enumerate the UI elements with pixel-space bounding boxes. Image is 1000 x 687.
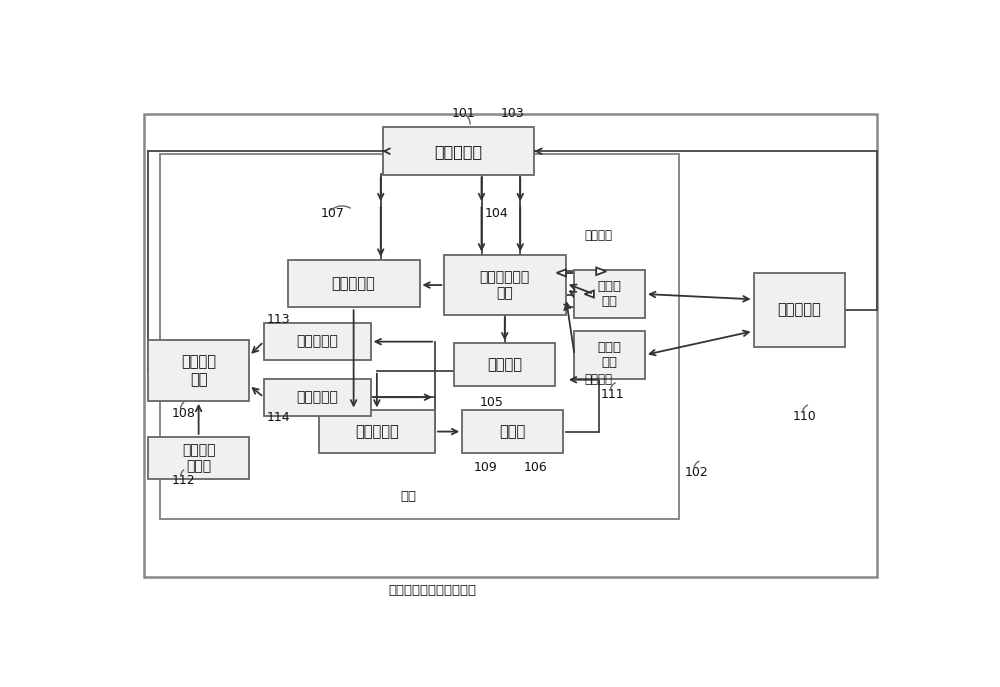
Text: 温度控制器: 温度控制器 (332, 276, 376, 291)
Text: 温度传
感器: 温度传 感器 (597, 280, 621, 308)
FancyBboxPatch shape (754, 273, 845, 347)
Text: 数据采集
模块: 数据采集 模块 (181, 354, 216, 387)
Text: 105: 105 (479, 396, 503, 409)
Text: 加热器: 加热器 (499, 424, 526, 439)
Text: 主控计算机: 主控计算机 (434, 144, 482, 159)
Text: 101: 101 (452, 106, 476, 120)
Text: 114: 114 (267, 412, 290, 425)
Text: 车厢: 车厢 (400, 490, 416, 503)
Text: 106: 106 (523, 461, 547, 474)
Text: 超温检测: 超温检测 (585, 229, 613, 243)
Text: 数据采集仪: 数据采集仪 (777, 302, 821, 317)
FancyBboxPatch shape (264, 379, 371, 416)
FancyBboxPatch shape (160, 154, 679, 519)
Text: 107: 107 (320, 207, 344, 220)
FancyBboxPatch shape (288, 260, 420, 307)
FancyBboxPatch shape (148, 437, 249, 480)
FancyBboxPatch shape (144, 114, 877, 577)
FancyBboxPatch shape (264, 323, 371, 360)
Text: 111: 111 (601, 388, 624, 401)
Polygon shape (585, 291, 594, 297)
Polygon shape (596, 267, 606, 275)
Text: 温度传
感器: 温度传 感器 (597, 341, 621, 369)
Text: 104: 104 (485, 207, 508, 220)
FancyBboxPatch shape (444, 255, 566, 315)
Text: 103: 103 (501, 106, 525, 120)
Text: 功率调节器: 功率调节器 (355, 424, 399, 439)
Text: 112: 112 (172, 474, 195, 487)
FancyBboxPatch shape (574, 270, 645, 318)
FancyBboxPatch shape (319, 410, 435, 453)
Text: 过流检测: 过流检测 (585, 373, 613, 386)
FancyBboxPatch shape (454, 344, 555, 385)
Text: 109: 109 (474, 461, 498, 474)
FancyBboxPatch shape (574, 331, 645, 379)
FancyBboxPatch shape (462, 410, 563, 453)
Text: 控制温度
传感器: 控制温度 传感器 (182, 443, 215, 473)
Text: 108: 108 (172, 407, 195, 420)
Text: 110: 110 (793, 410, 817, 423)
Text: 电压互感器: 电压互感器 (296, 335, 338, 348)
FancyBboxPatch shape (383, 127, 534, 175)
Polygon shape (557, 269, 566, 276)
FancyBboxPatch shape (148, 340, 249, 401)
Text: 可编程逻辑控
制器: 可编程逻辑控 制器 (480, 270, 530, 300)
Text: 102: 102 (685, 466, 708, 480)
Text: 步入式高低温湿热试验室: 步入式高低温湿热试验室 (388, 584, 477, 597)
Text: 循环风扇: 循环风扇 (487, 357, 522, 372)
Text: 电流互感器: 电流互感器 (296, 390, 338, 404)
Text: 113: 113 (267, 313, 290, 326)
